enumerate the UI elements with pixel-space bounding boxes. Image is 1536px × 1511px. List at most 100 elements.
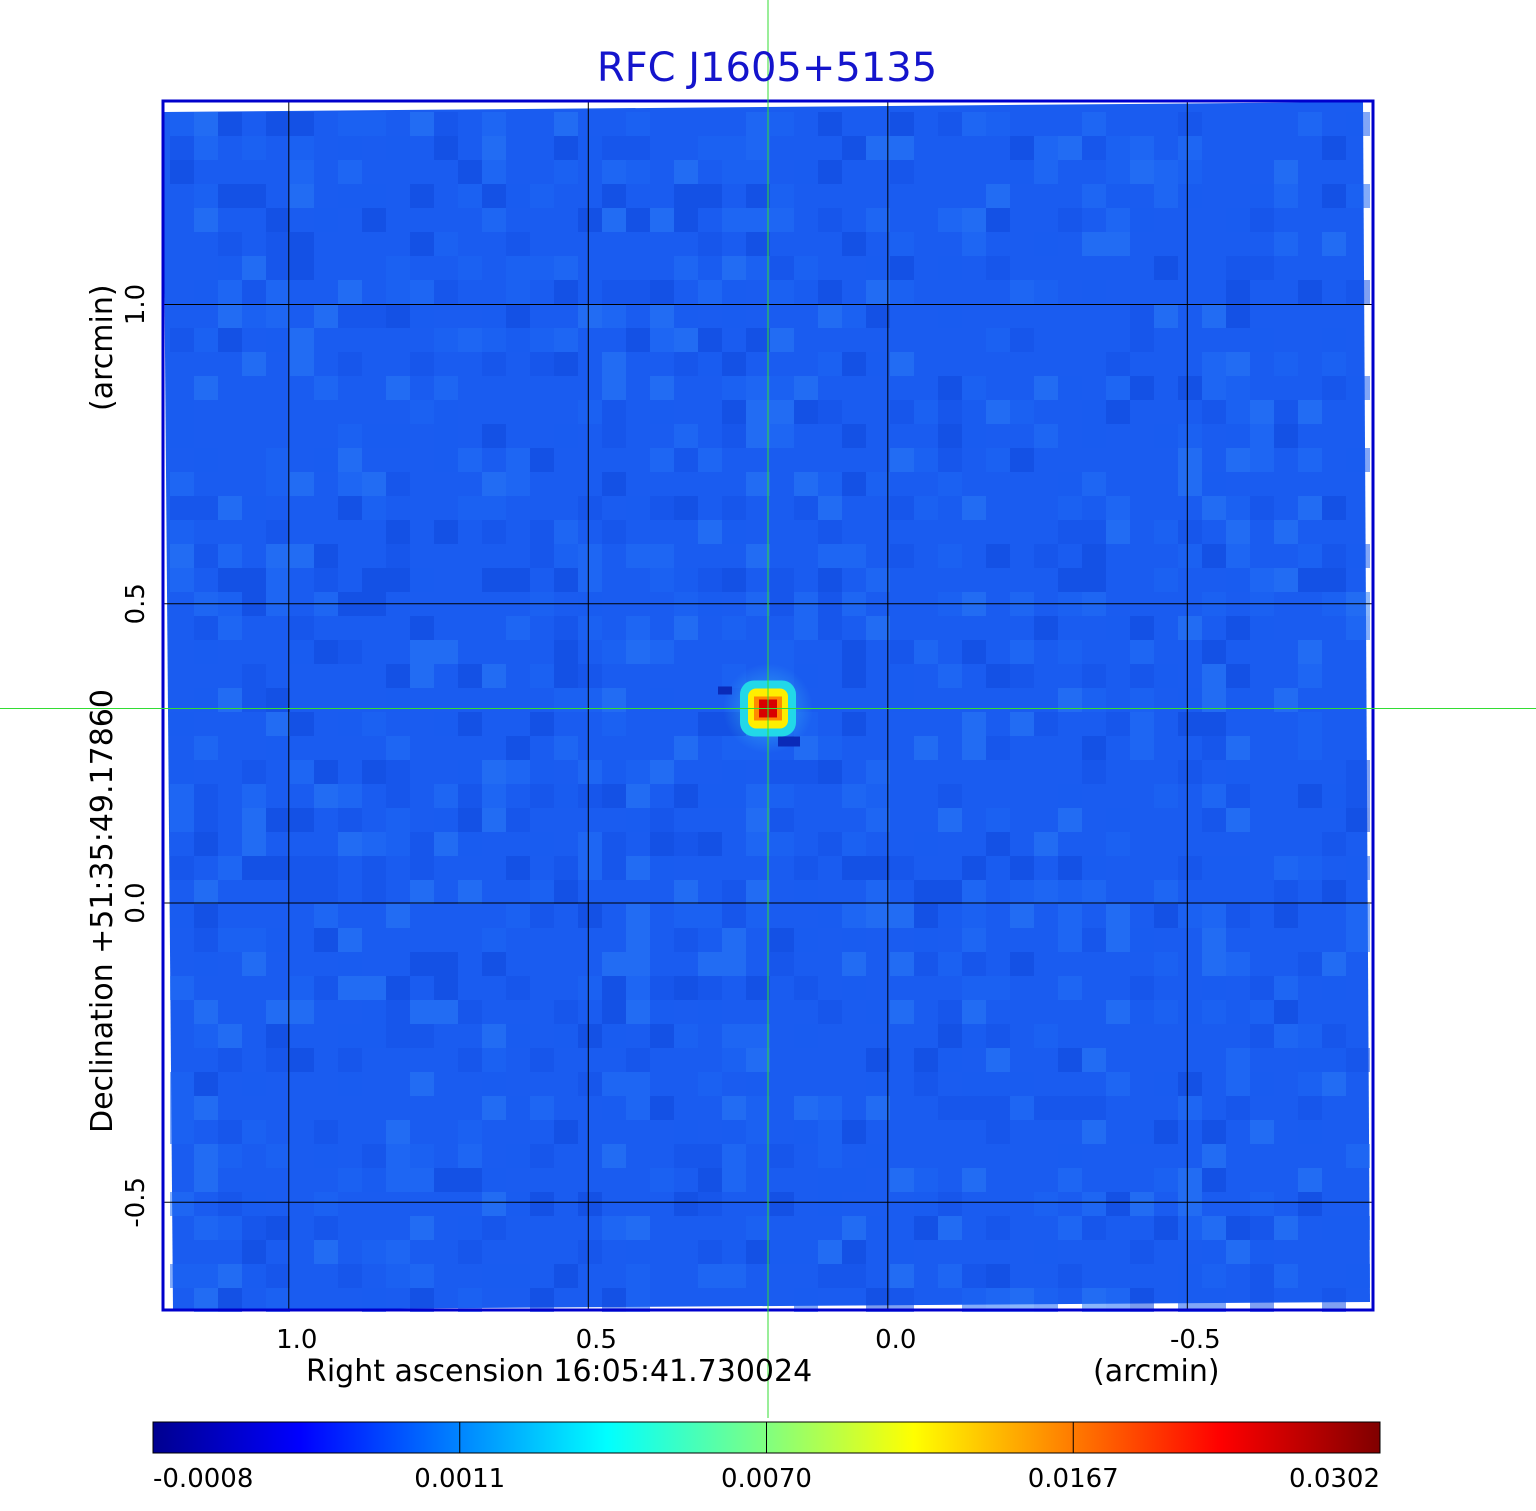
- noise-cell: [1322, 880, 1346, 904]
- noise-cell: [794, 256, 818, 280]
- noise-cell: [170, 760, 194, 784]
- noise-cell: [794, 616, 818, 640]
- x-tick-label: 0.0: [875, 1325, 916, 1355]
- noise-cell: [770, 376, 794, 400]
- noise-cell: [1154, 256, 1178, 280]
- noise-cell: [458, 1240, 482, 1264]
- noise-cell: [938, 1024, 962, 1048]
- noise-cell: [482, 1192, 506, 1216]
- noise-cell: [410, 1288, 434, 1312]
- noise-cell: [386, 1144, 410, 1168]
- noise-cell: [1154, 784, 1178, 808]
- noise-cell: [482, 1072, 506, 1096]
- noise-cell: [458, 328, 482, 352]
- noise-cell: [338, 352, 362, 376]
- noise-cell: [1322, 328, 1346, 352]
- noise-cell: [482, 568, 506, 592]
- noise-cell: [818, 160, 842, 184]
- noise-cell: [266, 808, 290, 832]
- noise-cell: [1274, 520, 1298, 544]
- noise-cell: [1154, 1072, 1178, 1096]
- noise-cell: [218, 112, 242, 136]
- y-tick-label: 0.0: [121, 882, 151, 923]
- noise-cell: [386, 664, 410, 688]
- noise-cell: [242, 1240, 266, 1264]
- noise-cell: [1010, 664, 1034, 688]
- noise-cell: [1250, 1264, 1274, 1288]
- noise-cell: [194, 208, 218, 232]
- noise-cell: [218, 1120, 242, 1144]
- noise-cell: [1178, 424, 1202, 448]
- noise-cell: [506, 328, 530, 352]
- noise-cell: [170, 784, 194, 808]
- noise-cell: [1130, 640, 1154, 664]
- noise-cell: [554, 856, 578, 880]
- noise-cell: [578, 832, 602, 856]
- noise-cell: [1178, 1264, 1202, 1288]
- noise-cell: [1082, 520, 1106, 544]
- noise-cell: [1298, 568, 1322, 592]
- noise-cell: [962, 976, 986, 1000]
- noise-cell: [890, 136, 914, 160]
- noise-cell: [1226, 400, 1250, 424]
- noise-cell: [194, 1024, 218, 1048]
- noise-cell: [794, 496, 818, 520]
- noise-cell: [866, 1144, 890, 1168]
- noise-cell: [722, 928, 746, 952]
- noise-cell: [1010, 880, 1034, 904]
- noise-cell: [266, 280, 290, 304]
- noise-cell: [170, 808, 194, 832]
- noise-cell: [1298, 856, 1322, 880]
- noise-cell: [890, 544, 914, 568]
- noise-cell: [1346, 1144, 1370, 1168]
- noise-cell: [266, 1048, 290, 1072]
- noise-cell: [794, 976, 818, 1000]
- noise-cell: [722, 784, 746, 808]
- noise-cell: [554, 1264, 578, 1288]
- noise-cell: [1202, 640, 1226, 664]
- noise-cell: [266, 736, 290, 760]
- noise-cell: [458, 1168, 482, 1192]
- noise-cell: [410, 232, 434, 256]
- noise-cell: [1130, 736, 1154, 760]
- noise-cell: [818, 1192, 842, 1216]
- noise-cell: [1058, 856, 1082, 880]
- noise-cell: [890, 1000, 914, 1024]
- noise-cell: [386, 760, 410, 784]
- noise-cell: [1202, 1216, 1226, 1240]
- noise-cell: [482, 136, 506, 160]
- noise-cell: [1082, 1288, 1106, 1312]
- noise-cell: [794, 400, 818, 424]
- noise-cell: [722, 424, 746, 448]
- noise-cell: [170, 568, 194, 592]
- noise-cell: [1202, 376, 1226, 400]
- noise-cell: [1010, 1072, 1034, 1096]
- noise-cell: [554, 160, 578, 184]
- noise-cell: [602, 1144, 626, 1168]
- noise-cell: [914, 496, 938, 520]
- noise-cell: [1082, 496, 1106, 520]
- noise-cell: [650, 976, 674, 1000]
- noise-cell: [770, 1240, 794, 1264]
- noise-cell: [1106, 136, 1130, 160]
- noise-cell: [314, 448, 338, 472]
- noise-cell: [194, 784, 218, 808]
- noise-cell: [554, 736, 578, 760]
- noise-cell: [458, 1288, 482, 1312]
- noise-cell: [530, 184, 554, 208]
- noise-cell: [1034, 136, 1058, 160]
- noise-cell: [866, 304, 890, 328]
- noise-cell: [1058, 1168, 1082, 1192]
- noise-cell: [746, 1240, 770, 1264]
- noise-cell: [1274, 400, 1298, 424]
- noise-cell: [194, 1144, 218, 1168]
- noise-cell: [410, 880, 434, 904]
- noise-cell: [986, 112, 1010, 136]
- noise-cell: [938, 472, 962, 496]
- noise-cell: [818, 616, 842, 640]
- noise-cell: [1106, 616, 1130, 640]
- noise-cell: [914, 1048, 938, 1072]
- noise-cell: [194, 1168, 218, 1192]
- noise-cell: [1298, 952, 1322, 976]
- noise-cell: [866, 856, 890, 880]
